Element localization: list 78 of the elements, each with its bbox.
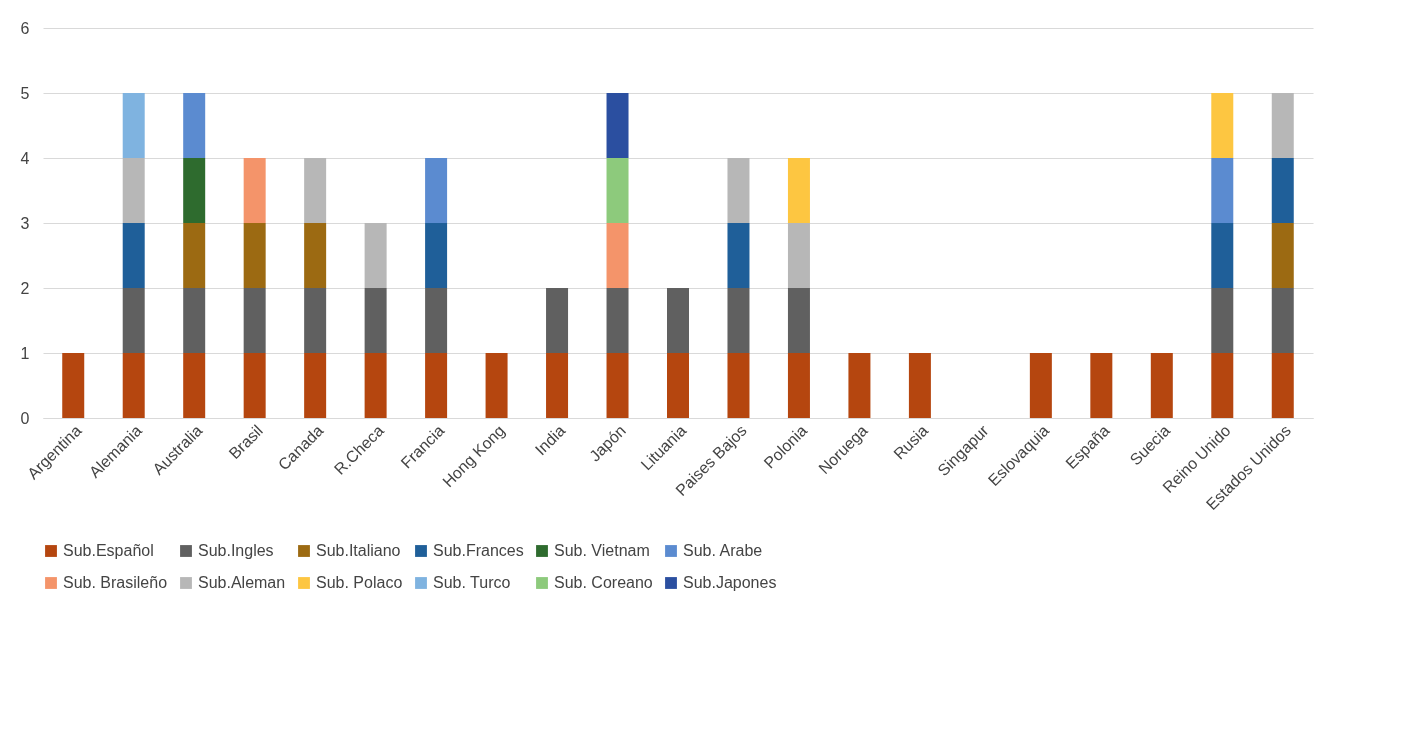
bar [183,223,206,288]
bar [727,223,750,288]
legend-label: Sub.Frances [433,542,524,559]
bar [727,353,750,418]
bar [122,288,145,353]
bar [1271,223,1294,288]
bar [122,223,145,288]
bar [425,158,448,223]
bar [1150,353,1173,418]
y-tick-label: 1 [20,344,30,362]
bar [727,158,750,223]
legend-label: Sub.Aleman [198,574,286,591]
legend-label: Sub. Turco [433,574,511,591]
bar [848,353,871,418]
bar [122,158,145,223]
bar [304,158,327,223]
bar [1090,353,1113,418]
bar [667,353,689,418]
bar [1271,288,1294,353]
bar [243,158,266,223]
bar [606,158,629,223]
bar [787,158,810,223]
bar [546,288,569,353]
bar [787,223,810,288]
legend-label: Sub.Japones [683,574,777,591]
bar [364,288,387,353]
bar [304,288,327,353]
y-tick-label: 0 [20,409,30,427]
bar [122,353,145,418]
bar [62,353,85,418]
bar [1271,353,1294,418]
bar [606,223,629,288]
bar [1211,353,1234,418]
bar [1211,158,1234,223]
legend-label: Sub. Polaco [316,574,403,591]
y-tick-label: 3 [20,214,30,232]
y-tick-label: 6 [20,19,30,37]
bar [243,223,266,288]
bar [183,93,206,158]
legend-label: Sub. Vietnam [554,542,650,559]
bar [606,93,629,158]
bar [1271,158,1294,223]
bar [1211,223,1234,288]
bar [304,223,327,288]
bar [1211,288,1234,353]
bar [787,353,810,418]
bar [122,93,145,158]
bar [425,223,448,288]
legend-label: Sub. Brasileño [63,574,168,591]
bar [787,288,810,353]
bar [1029,353,1052,418]
bar [1271,93,1294,158]
legend-label: Sub.Italiano [316,542,401,559]
bar [908,353,931,418]
bar [243,288,266,353]
y-tick-label: 2 [20,279,30,297]
bar [304,353,327,418]
bar [667,288,689,353]
legend-label: Sub.Español [63,542,154,559]
bar [546,353,569,418]
y-tick-label: 5 [20,84,30,102]
bar [606,288,629,353]
bar [1211,93,1234,158]
bar [425,353,448,418]
legend-label: Sub. Coreano [554,574,653,591]
y-tick-label: 4 [20,149,30,167]
bar [183,158,206,223]
bar [183,288,206,353]
legend-label: Sub.Ingles [198,542,274,559]
bar [727,288,750,353]
bar [183,353,206,418]
legend-label: Sub. Arabe [683,542,763,559]
bar [606,353,629,418]
bar [425,288,448,353]
bar [485,353,508,418]
bar [243,353,266,418]
bar [364,353,387,418]
bar [364,223,387,288]
